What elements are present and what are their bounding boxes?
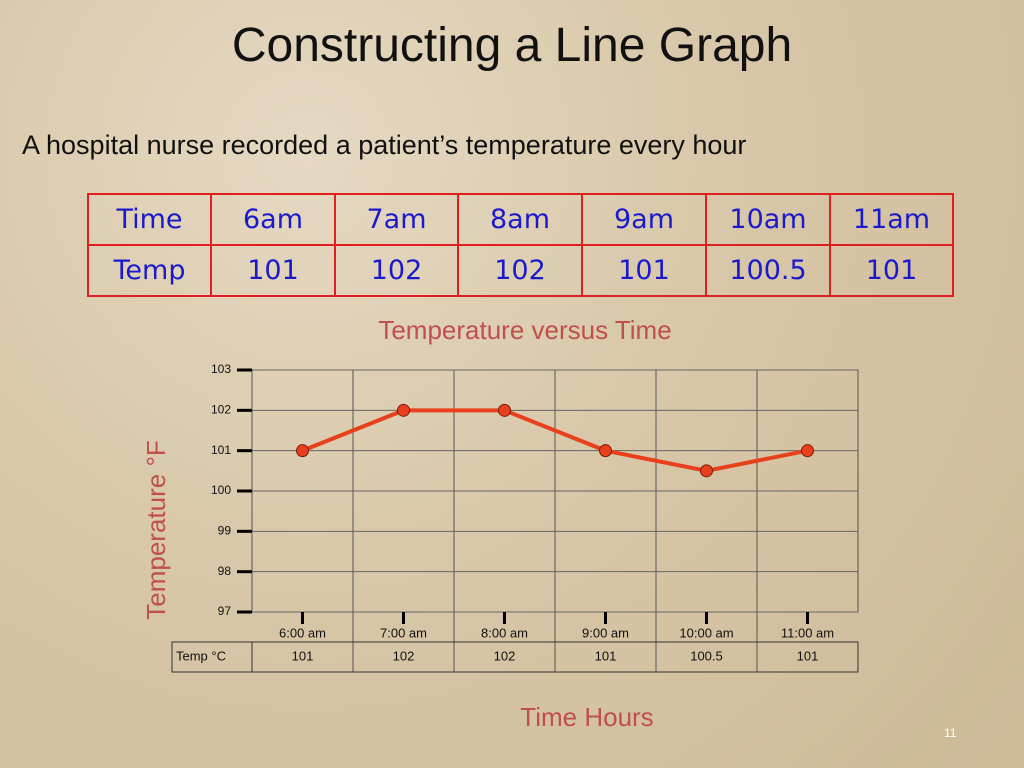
data-point <box>801 444 814 458</box>
page-number: 11 <box>944 726 957 740</box>
series-line <box>301 408 808 473</box>
y-tick-label: 100 <box>211 483 231 497</box>
table-cell: Time <box>87 193 212 246</box>
y-tick-label: 103 <box>211 362 231 376</box>
table-cell: 101 <box>829 244 954 297</box>
x-tick-label: 7:00 am <box>380 625 427 640</box>
table-cell: 7am <box>334 193 459 246</box>
table-cell: 101 <box>210 244 336 297</box>
table-cell: Temp <box>87 244 212 297</box>
table-value: 101 <box>595 648 617 663</box>
table-value: 102 <box>393 648 415 663</box>
x-tick-label: 6:00 am <box>279 625 326 640</box>
x-axis-label: Time Hours <box>520 702 653 732</box>
table-cell: 100.5 <box>705 244 831 297</box>
table-cell: 102 <box>334 244 459 297</box>
x-tick-label: 10:00 am <box>679 625 733 640</box>
table-value: 101 <box>292 648 314 663</box>
x-tick-label: 11:00 am <box>781 625 834 640</box>
chart-title: Temperature versus Time <box>378 315 671 345</box>
data-point <box>397 403 410 417</box>
data-point <box>700 464 713 478</box>
y-axis-label: Temperature °F <box>141 440 171 619</box>
table-cell: 101 <box>581 244 707 297</box>
data-point <box>296 444 309 458</box>
y-tick-label: 101 <box>211 443 231 457</box>
table-row: Temp 101 102 102 101 100.5 101 <box>87 244 954 297</box>
table-cell: 6am <box>210 193 336 246</box>
chart-data-table <box>171 641 859 673</box>
data-point <box>599 444 612 458</box>
data-table: Time 6am 7am 8am 9am 10am 11am Temp 101 102 102 101… <box>87 193 954 297</box>
table-cell: 8am <box>457 193 583 246</box>
slide-title: Constructing a Line Graph <box>231 19 793 72</box>
y-tick-label: 97 <box>218 604 232 618</box>
data-point <box>498 403 511 417</box>
y-tick-label: 102 <box>211 403 231 417</box>
table-value: 100.5 <box>690 648 723 663</box>
table-cell: 11am <box>829 193 954 246</box>
table-cell: 9am <box>581 193 707 246</box>
x-tick-label: 8:00 am <box>481 625 528 640</box>
table-row: Time 6am 7am 8am 9am 10am 11am <box>87 193 954 246</box>
y-tick-label: 98 <box>218 564 232 578</box>
table-cell: 102 <box>457 244 583 297</box>
y-tick-label: 99 <box>218 524 232 538</box>
subtitle: A hospital nurse recorded a patient’s te… <box>22 130 747 160</box>
series-label: Temp °C <box>176 648 226 663</box>
x-tick-label: 9:00 am <box>582 625 629 640</box>
table-value: 102 <box>494 648 516 663</box>
table-cell: 10am <box>705 193 831 246</box>
table-value: 101 <box>797 648 819 663</box>
